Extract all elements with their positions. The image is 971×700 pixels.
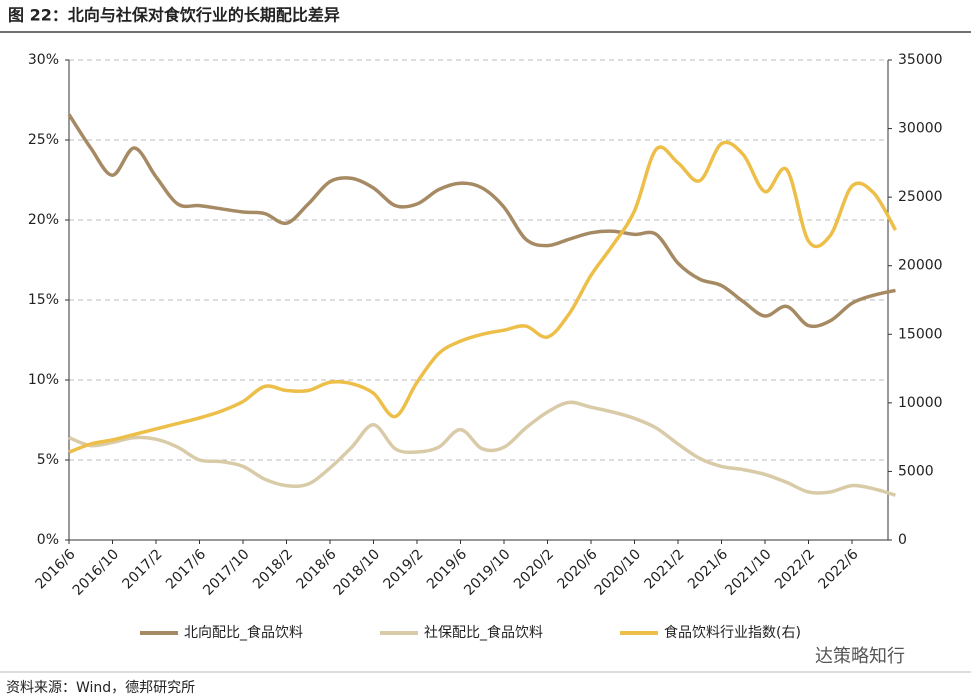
y2-tick-label: 15000 (898, 326, 943, 342)
x-tick-label: 2018/2 (250, 546, 296, 592)
legend-label: 食品饮料行业指数(右) (664, 624, 801, 641)
y2-tick-label: 5000 (898, 463, 934, 479)
x-tick-label: 2018/10 (331, 546, 383, 598)
source: 资料来源：Wind，德邦研究所 (6, 680, 195, 696)
x-tick-label: 2019/10 (461, 546, 513, 598)
y-tick-label: 20% (28, 212, 59, 228)
x-tick-label: 2016/10 (70, 546, 122, 598)
series-line (68, 140, 898, 454)
y-tick-label: 15% (28, 292, 59, 308)
x-tick-label: 2021/10 (722, 546, 774, 598)
x-tick-label: 2022/2 (772, 546, 818, 592)
y-tick-label: 25% (28, 132, 59, 148)
y2-tick-label: 10000 (898, 395, 943, 411)
x-tick-label: 2017/2 (120, 546, 166, 592)
x-tick-label: 2020/10 (592, 546, 644, 598)
y2-tick-label: 35000 (898, 52, 943, 68)
x-tick-label: 2021/2 (642, 546, 688, 592)
legend-label: 社保配比_食品饮料 (424, 624, 543, 641)
y-tick-label: 10% (28, 372, 59, 388)
y2-tick-label: 20000 (898, 258, 943, 274)
y2-tick-label: 30000 (898, 121, 943, 137)
y-tick-label: 5% (37, 452, 59, 468)
series-line (68, 400, 897, 497)
watermark: 达策略知行 (815, 646, 905, 667)
y2-tick-label: 0 (898, 532, 907, 548)
x-tick-label: 2022/6 (816, 546, 862, 592)
series-line (67, 113, 896, 329)
legend-label: 北向配比_食品饮料 (184, 624, 303, 641)
x-tick-label: 2019/2 (381, 546, 427, 592)
y-tick-label: 30% (28, 52, 59, 68)
chart-title: 图 22：北向与社保对食饮行业的长期配比差异 (8, 6, 340, 25)
y2-tick-label: 25000 (898, 189, 943, 205)
x-tick-label: 2017/10 (200, 546, 252, 598)
x-tick-label: 2020/2 (511, 546, 557, 592)
y-tick-label: 0% (37, 532, 59, 548)
